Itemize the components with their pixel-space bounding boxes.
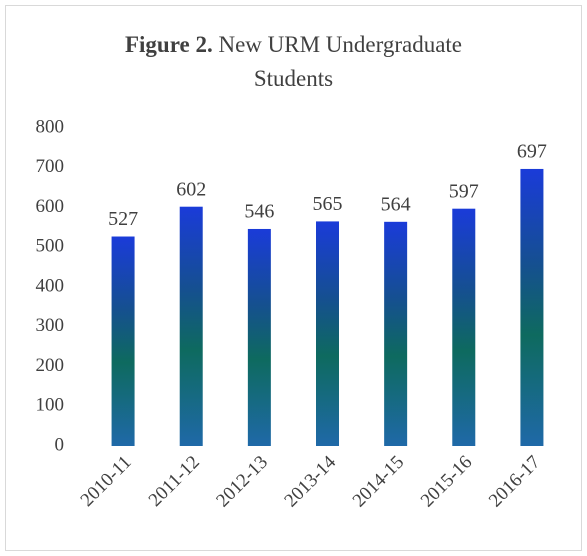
value-label: 546 <box>244 201 274 223</box>
chart-border <box>5 5 582 551</box>
bar <box>384 221 408 446</box>
y-tick-label: 0 <box>55 434 65 455</box>
value-label: 527 <box>108 208 138 230</box>
bar <box>452 208 476 446</box>
y-tick-label: 400 <box>36 275 65 296</box>
y-tick-label: 700 <box>36 156 65 177</box>
title-label: Figure 2. <box>124 32 213 57</box>
y-tick-label: 600 <box>36 196 65 217</box>
y-tick-label: 300 <box>36 315 65 336</box>
value-label: 602 <box>176 178 206 200</box>
y-tick-label: 500 <box>36 236 65 257</box>
value-label: 697 <box>517 141 547 163</box>
chart-title: Figure 2. New URM Undergraduate Students <box>120 28 467 96</box>
y-tick-label: 100 <box>36 395 65 416</box>
bar <box>247 228 271 446</box>
bar <box>520 168 544 446</box>
value-label: 564 <box>381 193 411 215</box>
bar <box>316 221 339 446</box>
y-tick-label: 800 <box>36 116 65 137</box>
value-label: 565 <box>313 193 343 215</box>
bar <box>111 236 135 446</box>
value-label: 597 <box>449 180 479 202</box>
title-text: New URM Undergraduate Students <box>218 32 463 91</box>
y-tick-label: 200 <box>36 355 65 376</box>
bar <box>179 206 203 446</box>
